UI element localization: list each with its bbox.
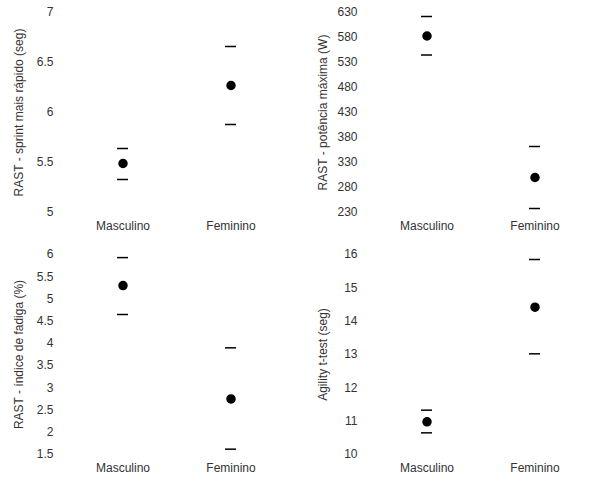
svg-text:15: 15 xyxy=(344,281,358,295)
svg-text:430: 430 xyxy=(337,105,357,119)
svg-text:3: 3 xyxy=(47,381,54,395)
svg-text:6: 6 xyxy=(47,247,54,261)
svg-text:480: 480 xyxy=(337,80,357,94)
svg-text:RAST - potência máxima (W): RAST - potência máxima (W) xyxy=(316,35,330,191)
svg-text:10: 10 xyxy=(344,447,358,461)
svg-text:Feminino: Feminino xyxy=(206,219,256,233)
svg-text:530: 530 xyxy=(337,55,357,69)
svg-text:3.5: 3.5 xyxy=(37,358,54,372)
svg-text:1.5: 1.5 xyxy=(37,447,54,461)
svg-text:11: 11 xyxy=(345,414,358,428)
svg-text:Feminino: Feminino xyxy=(510,461,560,475)
svg-text:5: 5 xyxy=(47,205,54,219)
svg-text:4: 4 xyxy=(47,336,54,350)
svg-text:6: 6 xyxy=(47,105,54,119)
svg-text:RAST - índice de fadiga (%): RAST - índice de fadiga (%) xyxy=(12,280,26,429)
svg-text:2: 2 xyxy=(47,425,54,439)
svg-text:380: 380 xyxy=(337,130,357,144)
svg-text:RAST - sprint mais rápido (seg: RAST - sprint mais rápido (seg) xyxy=(12,29,26,197)
svg-text:6.5: 6.5 xyxy=(37,55,54,69)
svg-text:7: 7 xyxy=(47,5,54,19)
svg-text:280: 280 xyxy=(337,180,357,194)
svg-text:2.5: 2.5 xyxy=(37,403,54,417)
svg-text:230: 230 xyxy=(337,205,357,219)
svg-text:Masculino: Masculino xyxy=(96,219,150,233)
svg-text:4.5: 4.5 xyxy=(37,314,54,328)
svg-text:Feminino: Feminino xyxy=(510,219,560,233)
svg-text:13: 13 xyxy=(344,347,358,361)
svg-text:12: 12 xyxy=(344,381,358,395)
svg-text:5.5: 5.5 xyxy=(37,270,54,284)
svg-text:Feminino: Feminino xyxy=(206,461,256,475)
svg-text:16: 16 xyxy=(344,247,358,261)
svg-text:14: 14 xyxy=(344,314,358,328)
svg-text:Agility t-test (seg): Agility t-test (seg) xyxy=(316,308,330,401)
svg-text:5: 5 xyxy=(47,292,54,306)
svg-text:5.5: 5.5 xyxy=(37,155,54,169)
svg-text:580: 580 xyxy=(337,30,357,44)
svg-text:330: 330 xyxy=(337,155,357,169)
svg-text:Masculino: Masculino xyxy=(400,461,454,475)
svg-text:Masculino: Masculino xyxy=(400,219,454,233)
svg-text:Masculino: Masculino xyxy=(96,461,150,475)
svg-text:630: 630 xyxy=(337,5,357,19)
